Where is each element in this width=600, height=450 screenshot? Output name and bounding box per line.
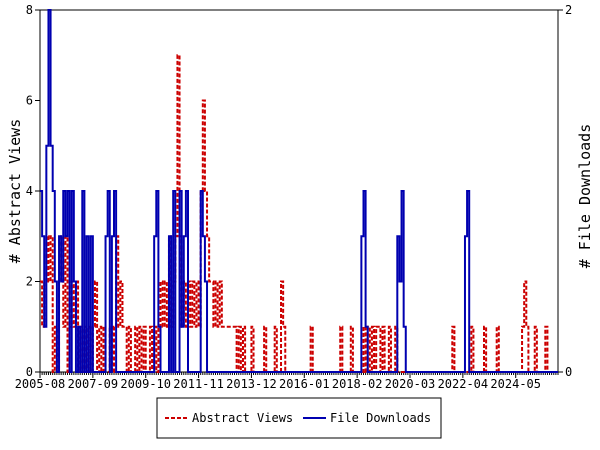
legend-label-abstract-views: Abstract Views bbox=[192, 411, 293, 425]
series-layer bbox=[40, 9, 558, 373]
y-left-tick-label: 8 bbox=[26, 3, 33, 17]
y-left-tick-label: 6 bbox=[26, 94, 33, 108]
series-line-file-downloads bbox=[40, 9, 558, 373]
y-right-axis: 02 bbox=[558, 3, 572, 379]
x-tick-label: 2013-12 bbox=[226, 377, 277, 391]
x-tick-label: 2020-03 bbox=[385, 377, 436, 391]
y-left-tick-label: 2 bbox=[26, 275, 33, 289]
legend: Abstract Views File Downloads bbox=[156, 397, 442, 439]
y-right-tick-label: 0 bbox=[565, 365, 572, 379]
y-left-tick-label: 0 bbox=[26, 365, 33, 379]
x-tick-label: 2018-02 bbox=[332, 377, 383, 391]
legend-box bbox=[156, 397, 442, 439]
x-tick-label: 2022-04 bbox=[438, 377, 489, 391]
y-right-axis-label: # File Downloads bbox=[576, 124, 594, 269]
x-tick-label: 2024-05 bbox=[490, 377, 541, 391]
x-tick-label: 2009-10 bbox=[120, 377, 171, 391]
y-right-tick-label: 2 bbox=[565, 3, 572, 17]
y-left-tick-label: 4 bbox=[26, 184, 33, 198]
legend-label-file-downloads: File Downloads bbox=[330, 411, 431, 425]
y-left-axis: 0 2 4 6 8 bbox=[26, 3, 40, 379]
y-left-axis-label: # Abstract Views bbox=[6, 119, 24, 264]
plot-area bbox=[39, 9, 559, 373]
x-tick-label: 2005-08 bbox=[15, 377, 66, 391]
x-axis: 2005-08 2007-09 2009-10 2011-11 2013-12 2016-… bbox=[15, 372, 559, 391]
x-tick-label: 2016-01 bbox=[279, 377, 330, 391]
x-tick-label: 2007-09 bbox=[68, 377, 119, 391]
x-tick-label: 2011-11 bbox=[173, 377, 224, 391]
